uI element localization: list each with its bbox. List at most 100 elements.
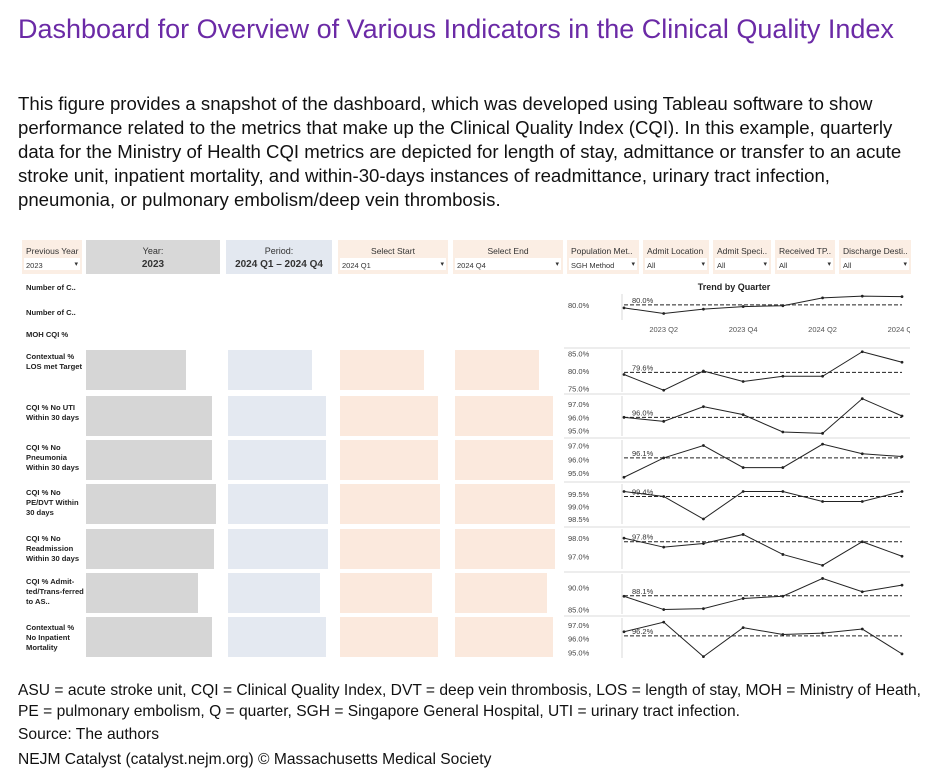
data-point — [860, 500, 864, 503]
row-label: MOH CQI % — [26, 330, 69, 339]
population-filter[interactable]: Population Met.. SGH Method ▾ — [567, 240, 639, 274]
discharge-dest-filter[interactable]: Discharge Desti.. All ▾ — [839, 240, 911, 274]
data-point — [900, 360, 904, 364]
peach-bar — [455, 484, 555, 524]
year-label: Year: — [142, 246, 164, 256]
data-point — [702, 517, 705, 521]
data-point — [860, 540, 864, 544]
admit-location-filter[interactable]: Admit Location All ▾ — [643, 240, 709, 274]
data-point — [900, 490, 904, 493]
peach-bar — [455, 350, 539, 390]
x-tick-label: 2024 Q2 — [808, 325, 837, 334]
population-value: SGH Method — [571, 261, 615, 270]
row-label: CQI % No Readmission Within 30 days — [26, 534, 80, 563]
data-point — [821, 431, 824, 435]
chevron-down-icon: ▾ — [903, 261, 907, 268]
year-value: 2023 — [141, 259, 165, 270]
data-point — [860, 397, 864, 401]
data-point — [702, 607, 705, 611]
peach-bar — [455, 396, 553, 436]
x-tick-label: 2024 Q4 — [888, 325, 910, 334]
chevron-down-icon: ▾ — [763, 261, 767, 268]
data-point — [741, 597, 745, 600]
data-point — [821, 374, 824, 378]
y-tick-label: 75.0% — [568, 385, 590, 394]
received-tp-filter[interactable]: Received TP.. All ▾ — [775, 240, 835, 274]
y-tick-label: 97.0% — [568, 442, 590, 451]
data-point — [860, 590, 864, 594]
data-point — [741, 466, 745, 469]
series-line — [623, 533, 903, 566]
trend-by-quarter-chart: Trend by Quarter 2023 Q2 2023 Q4 2024 Q2 202… — [564, 282, 910, 659]
data-point — [702, 444, 705, 447]
source-line: Source: The authors — [18, 726, 160, 743]
series-line — [623, 295, 903, 315]
grey-bar — [86, 484, 216, 524]
data-point — [900, 414, 904, 418]
data-point — [741, 533, 745, 536]
y-tick-label: 90.0% — [568, 583, 590, 592]
x-tick-label: 2023 Q4 — [729, 325, 758, 334]
peach-bar — [340, 484, 440, 524]
x-tick-label: 2023 Q2 — [649, 325, 678, 334]
data-point — [821, 500, 824, 503]
select-start-filter[interactable]: Select Start 2024 Q1 ▾ — [338, 240, 448, 274]
data-point — [741, 380, 745, 383]
previous-year-filter[interactable]: Previous Year 2023 ▾ — [22, 240, 82, 274]
data-point — [900, 554, 904, 558]
data-point — [622, 306, 626, 310]
blue-bar — [228, 573, 320, 613]
data-point — [781, 466, 785, 469]
y-tick-label: 97.0% — [568, 552, 590, 561]
peach-bar — [455, 617, 553, 657]
select-start-label: Select Start — [371, 246, 415, 256]
chevron-down-icon: ▾ — [74, 261, 78, 268]
reference-label: 79.6% — [632, 363, 654, 372]
data-point — [900, 583, 904, 587]
data-point — [662, 608, 666, 611]
series-line — [623, 621, 903, 658]
y-tick-label: 98.5% — [568, 515, 590, 524]
data-point — [662, 312, 666, 315]
y-tick-label: 95.0% — [568, 648, 590, 657]
data-point — [702, 542, 705, 545]
data-point — [860, 627, 864, 631]
data-point — [702, 405, 705, 409]
reference-label: 96.0% — [632, 408, 654, 417]
reference-label: 99.4% — [632, 488, 654, 497]
credit-line: NEJM Catalyst (catalyst.nejm.org) © Mass… — [18, 751, 492, 768]
row-label: CQI % No Pneumonia Within 30 days — [26, 443, 80, 472]
y-tick-label: 99.5% — [568, 490, 590, 499]
data-point — [702, 369, 705, 373]
peach-bar — [455, 440, 553, 480]
data-point — [622, 536, 626, 540]
data-point — [821, 631, 824, 635]
data-point — [821, 563, 824, 567]
previous-year-value: 2023 — [26, 261, 43, 270]
series-line — [623, 577, 903, 611]
y-tick-label: 85.0% — [568, 606, 590, 615]
y-tick-label: 98.0% — [568, 534, 590, 543]
blue-bar — [228, 484, 328, 524]
data-point — [821, 296, 824, 300]
row-label: CQI % Admit-ted/Trans-ferred to AS.. — [26, 577, 84, 606]
peach-bar — [340, 350, 424, 390]
blue-bar — [228, 396, 326, 436]
data-point — [741, 626, 745, 630]
data-point — [781, 490, 785, 493]
admit-specialty-filter[interactable]: Admit Speci.. All ▾ — [713, 240, 771, 274]
figure-description: This figure provides a snapshot of the d… — [18, 93, 902, 210]
chart-title: Trend by Quarter — [698, 282, 771, 292]
data-point — [622, 415, 626, 419]
row-label: Contextual % No Inpatient Mortality — [26, 623, 75, 652]
abbreviations-footnote: ASU = acute stroke unit, CQI = Clinical … — [18, 682, 921, 720]
chevron-down-icon: ▾ — [555, 261, 559, 268]
grey-bar — [86, 573, 198, 613]
discharge-dest-value: All — [843, 261, 852, 270]
series-line — [623, 398, 903, 434]
data-point — [622, 594, 626, 598]
data-point — [622, 630, 626, 634]
data-point — [622, 373, 626, 376]
data-point — [662, 545, 666, 549]
select-end-filter[interactable]: Select End 2024 Q4 ▾ — [453, 240, 563, 274]
